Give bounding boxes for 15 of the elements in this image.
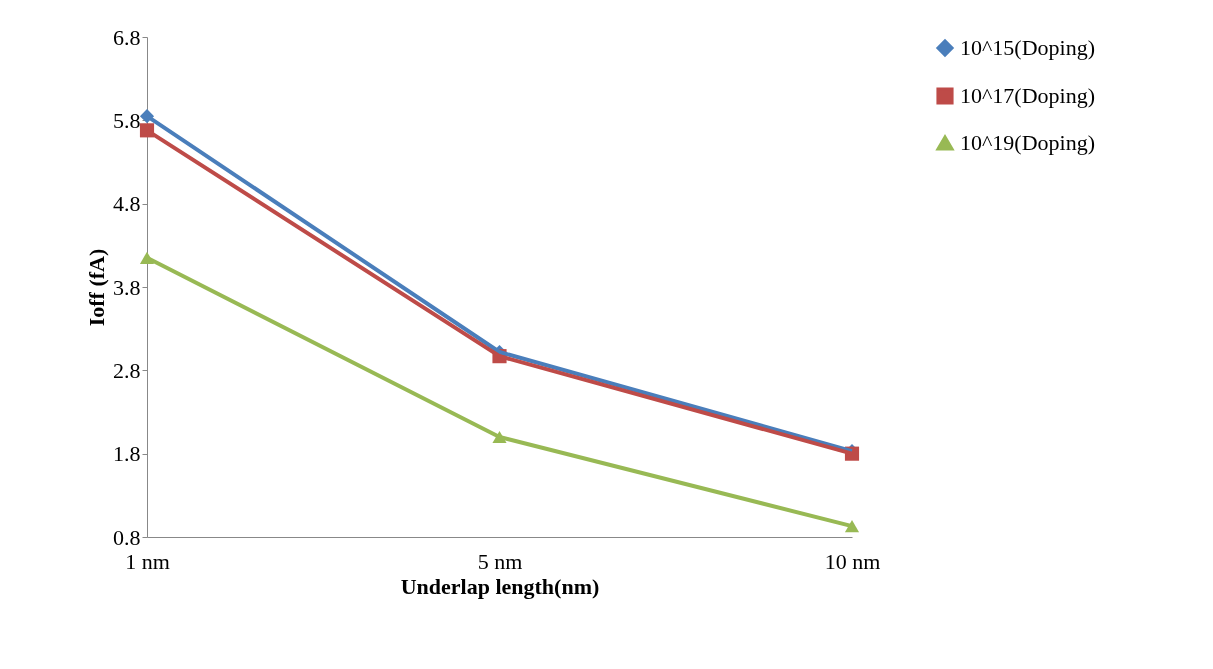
legend-label: 10^19(Doping): [960, 130, 1095, 155]
y-tick-label: 5.8: [113, 107, 141, 133]
x-tick-label: 1 nm: [125, 548, 170, 574]
x-axis-title: Underlap length(nm): [400, 573, 600, 599]
y-tick-label: 1.8: [113, 441, 141, 467]
y-tick-label: 2.8: [113, 357, 141, 383]
y-axis-title: Ioff (fA): [84, 248, 109, 327]
y-tick-label: 6.8: [113, 24, 141, 50]
y-tick-label: 4.8: [113, 191, 141, 217]
y-tick-label: 3.8: [113, 274, 141, 300]
x-tick-label: 10 nm: [824, 548, 881, 574]
legend-label: 10^17(Doping): [960, 83, 1095, 108]
x-tick-label: 5 nm: [477, 548, 523, 574]
legend-label: 10^15(Doping): [960, 35, 1095, 60]
y-tick-label: 0.8: [113, 524, 141, 550]
